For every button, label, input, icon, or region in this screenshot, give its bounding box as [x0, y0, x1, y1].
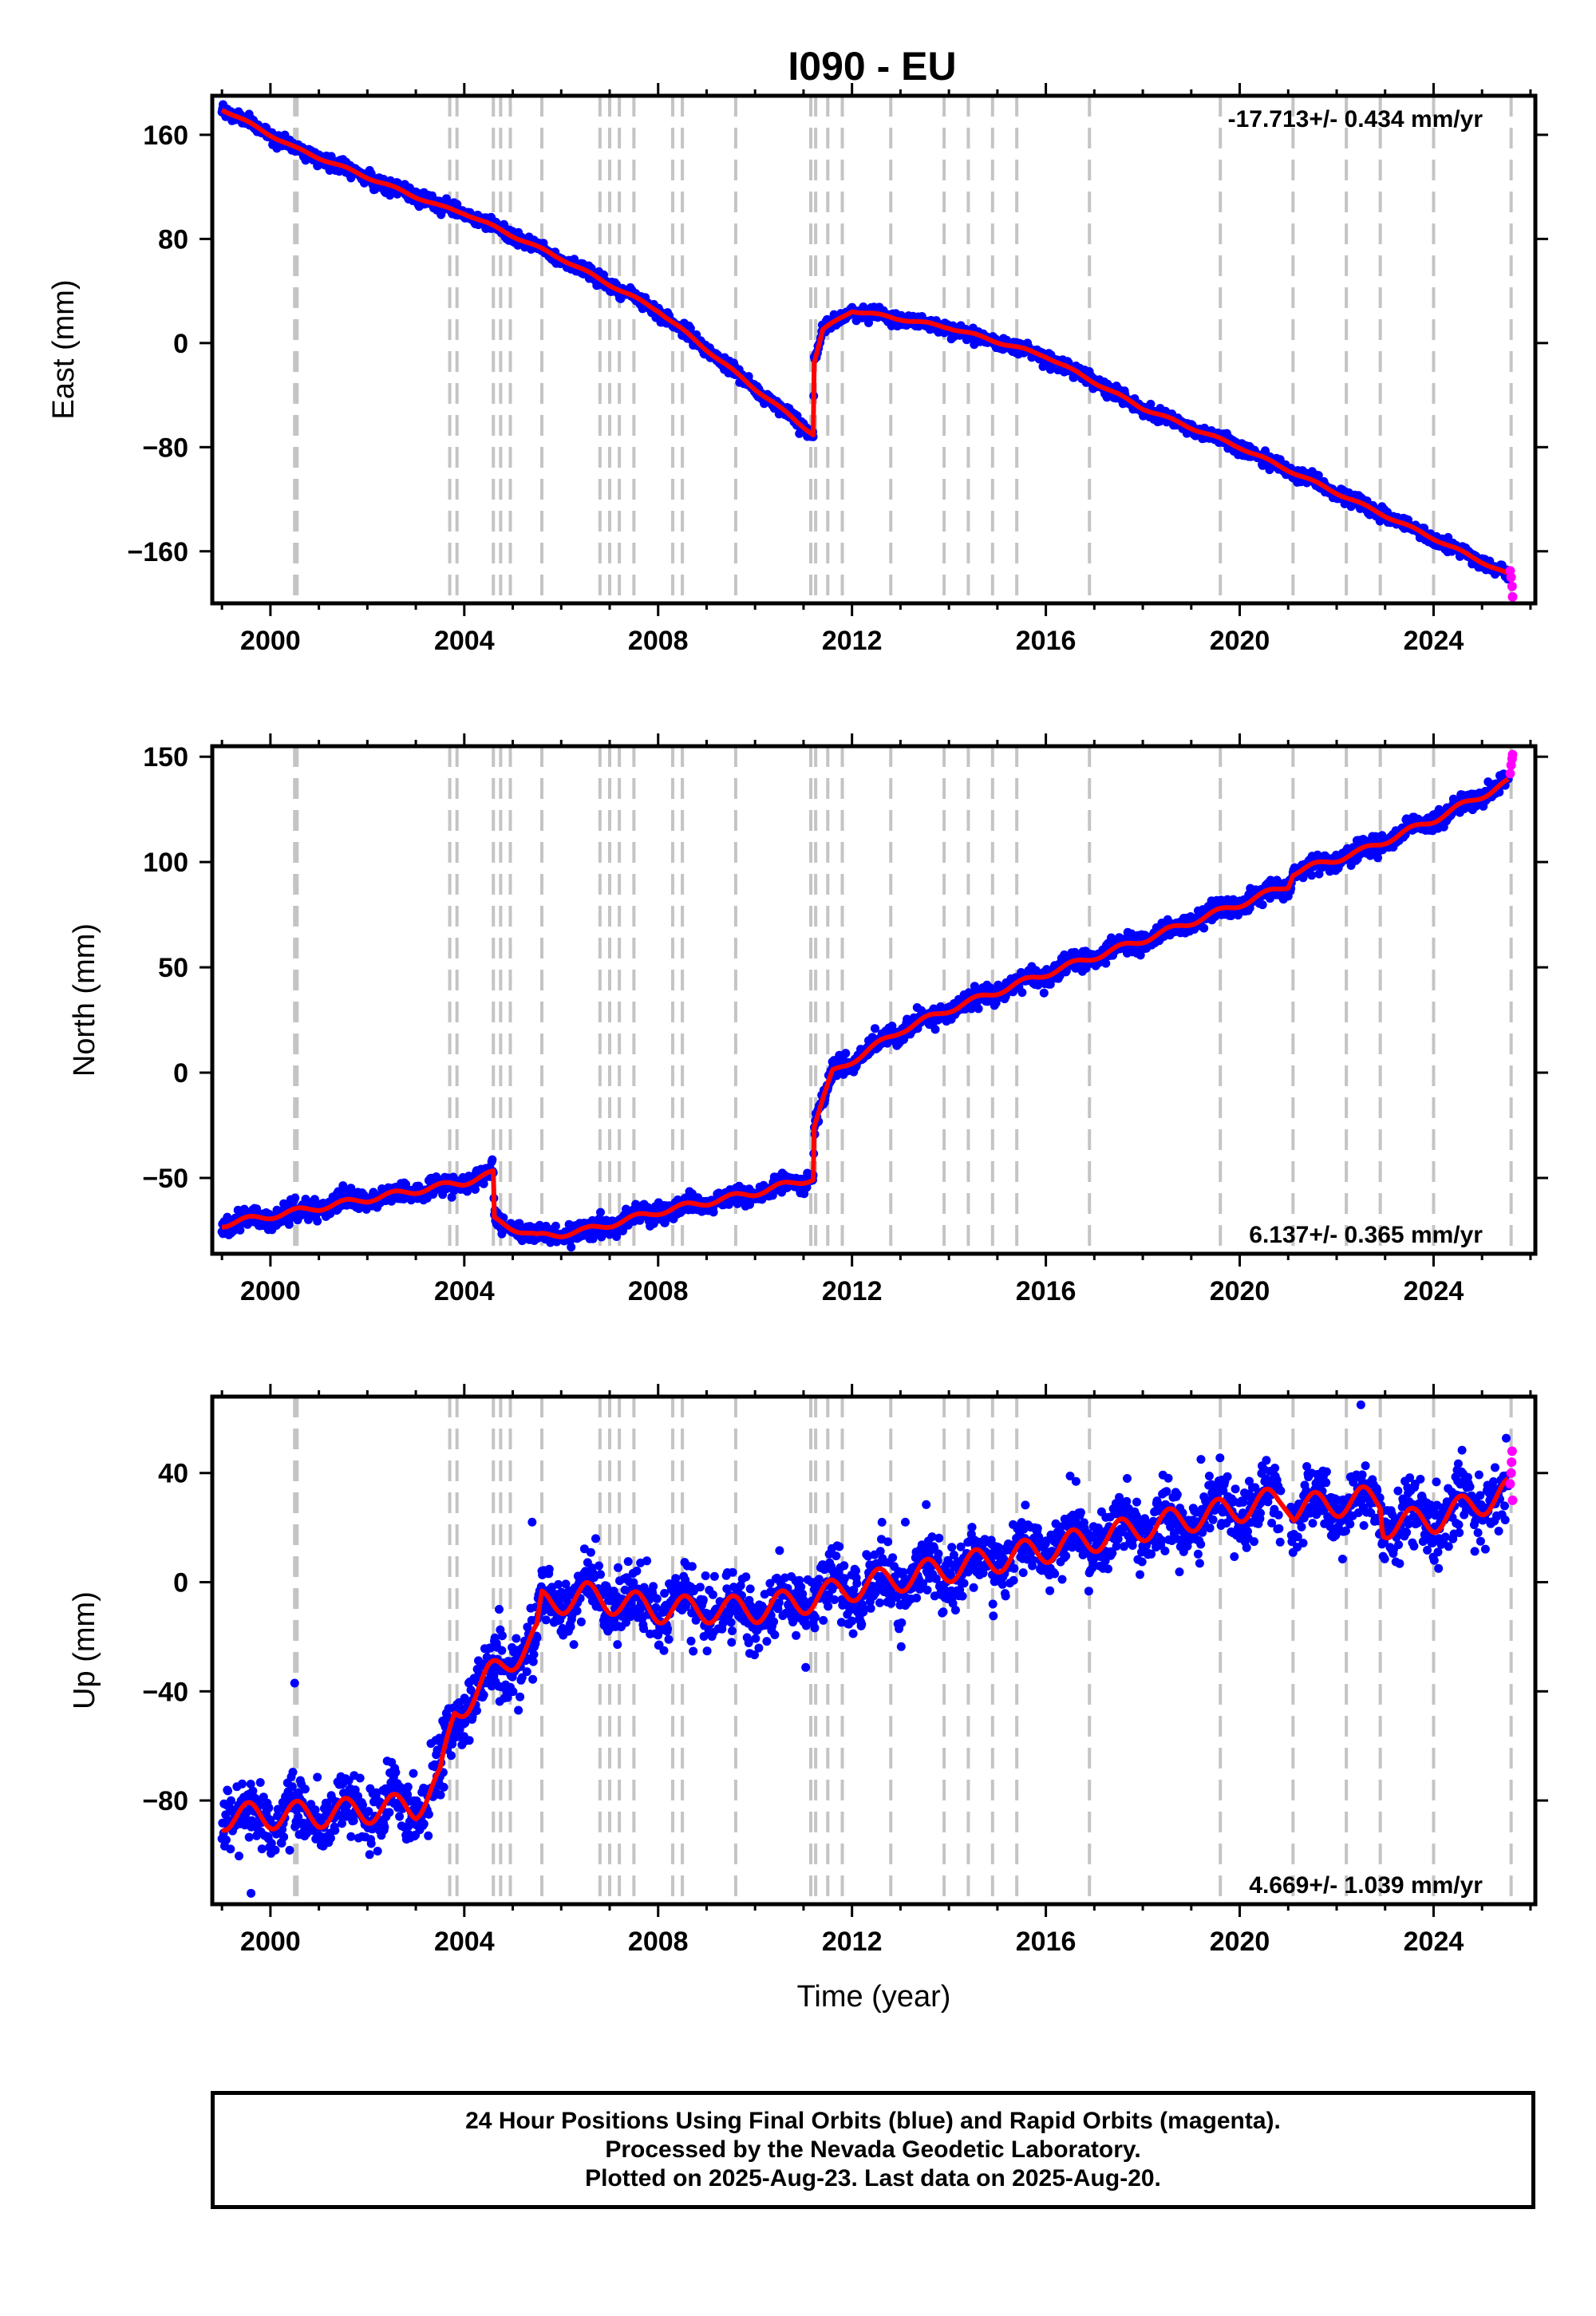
y-tick-label: 160: [143, 121, 188, 151]
plot-frame: [210, 93, 1538, 606]
final-orbit-point: [551, 1221, 560, 1231]
x-tick-label: 2000: [240, 626, 301, 656]
final-orbit-point: [709, 1207, 718, 1217]
rapid-orbit-point: [1506, 572, 1516, 583]
rapid-orbit-point: [1507, 591, 1518, 602]
final-orbit-point: [1258, 900, 1267, 910]
plot-area: [217, 746, 1518, 1254]
final-orbit-point: [290, 1193, 300, 1203]
north-panel: 2000 2004 2008 2012 2016 2020 2024150100500−50…: [68, 733, 1548, 1306]
final-orbit-point: [1017, 988, 1027, 998]
rapid-orbit-point: [1505, 769, 1515, 779]
final-orbit-point: [871, 1024, 879, 1034]
y-tick-label: −160: [127, 537, 188, 567]
x-tick-label: 2004: [434, 626, 495, 656]
rapid-orbit-point: [1507, 581, 1517, 591]
plot-area: [217, 96, 1518, 603]
x-tick-label: 2008: [628, 626, 689, 656]
final-orbit-point: [567, 1243, 576, 1252]
plot-frame: [210, 744, 1538, 1256]
final-orbit-point: [1101, 958, 1111, 968]
final-orbit-point: [1039, 988, 1049, 998]
final-orbit-point: [864, 318, 873, 327]
final-orbit-point: [488, 1155, 497, 1164]
y-tick-label: −80: [142, 433, 188, 463]
model-line: [220, 108, 1510, 575]
x-tick-label: 2020: [1210, 626, 1270, 656]
y-axis-label: East (mm): [47, 279, 81, 419]
y-tick-label: 80: [158, 224, 188, 255]
final-orbit-point: [1199, 923, 1209, 933]
final-orbits-series: [217, 100, 1513, 584]
rapid-orbit-point: [1507, 749, 1518, 760]
final-orbit-point: [313, 1216, 322, 1226]
rapid-orbits-series: [1505, 749, 1518, 779]
model-line: [220, 777, 1510, 1239]
rapid-orbits-series: [1505, 566, 1518, 602]
final-orbit-point: [596, 1207, 605, 1217]
x-tick-label: 2016: [1016, 626, 1077, 656]
x-tick-label: 2012: [822, 626, 883, 656]
velocity-rate-label: -17.713+/- 0.434 mm/yr: [1228, 106, 1483, 132]
final-orbit-point: [930, 1025, 940, 1034]
y-tick-label: 0: [173, 329, 188, 359]
east-panel: 2000 2004 2008 2012 2016 2020 2024 160 80 0 −80 −16…: [47, 83, 1548, 656]
final-orbit-point: [1307, 871, 1317, 880]
x-tick-label: 2024: [1404, 626, 1464, 656]
figure-title: I090 - EU: [788, 44, 956, 89]
final-orbits-series: [217, 769, 1513, 1252]
final-orbit-point: [841, 1049, 851, 1058]
final-orbit-point: [974, 1004, 983, 1014]
